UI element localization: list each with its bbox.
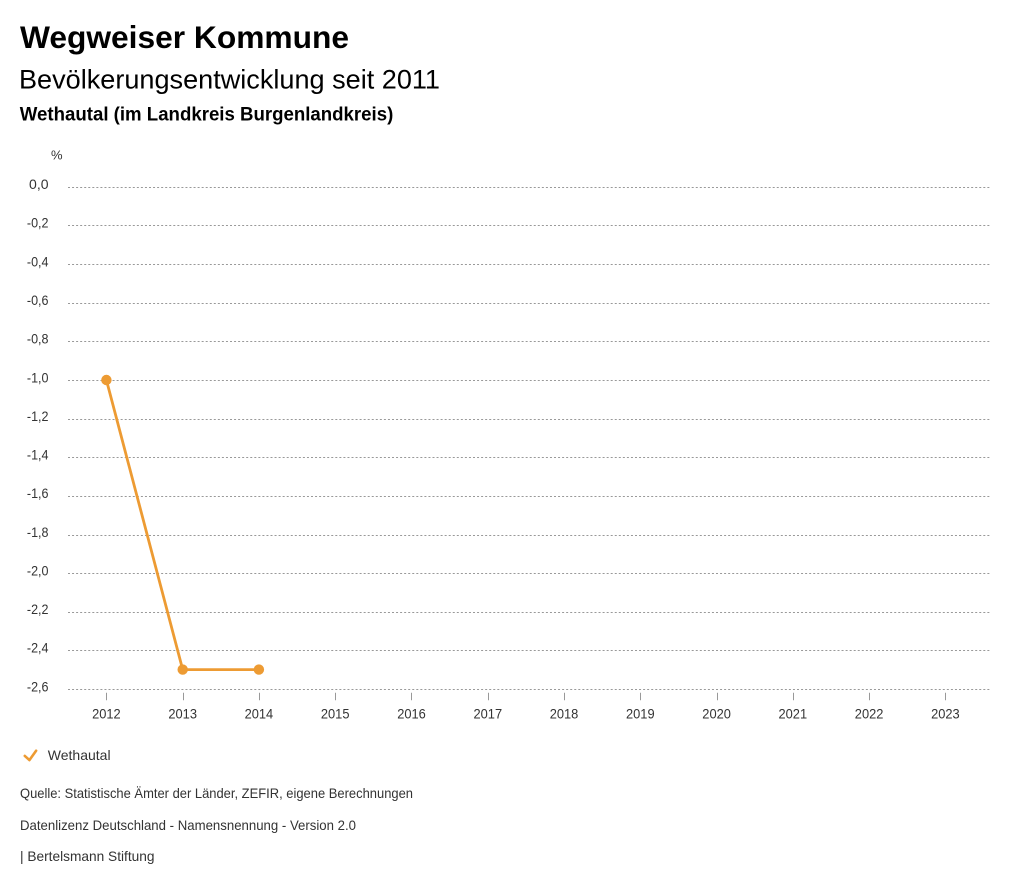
svg-text:2014: 2014 — [245, 706, 274, 722]
svg-text:%: % — [51, 147, 63, 162]
svg-text:-1,8: -1,8 — [27, 524, 49, 540]
svg-text:-2,2: -2,2 — [27, 601, 49, 617]
svg-text:-0,2: -0,2 — [27, 215, 49, 231]
svg-text:0,0: 0,0 — [29, 176, 49, 192]
svg-text:2016: 2016 — [397, 706, 426, 722]
svg-text:-0,8: -0,8 — [27, 331, 49, 347]
svg-text:2018: 2018 — [550, 706, 579, 722]
svg-text:-1,0: -1,0 — [27, 369, 49, 385]
svg-text:2022: 2022 — [855, 706, 884, 722]
svg-text:-1,2: -1,2 — [27, 408, 49, 424]
svg-text:2012: 2012 — [92, 706, 121, 722]
svg-text:2020: 2020 — [702, 706, 731, 722]
svg-text:2019: 2019 — [626, 706, 655, 722]
svg-text:-1,4: -1,4 — [27, 447, 49, 463]
svg-text:-2,6: -2,6 — [27, 678, 49, 694]
svg-text:-2,4: -2,4 — [27, 640, 49, 656]
svg-text:2015: 2015 — [321, 706, 350, 722]
svg-text:Wethautal: Wethautal — [48, 747, 111, 763]
svg-text:-0,6: -0,6 — [27, 292, 49, 308]
svg-text:2023: 2023 — [931, 706, 960, 722]
svg-text:Wegweiser Kommune: Wegweiser Kommune — [20, 19, 349, 55]
svg-text:Datenlizenz Deutschland - Name: Datenlizenz Deutschland - Namensnennung … — [20, 817, 356, 833]
svg-text:2013: 2013 — [168, 706, 197, 722]
svg-text:-0,4: -0,4 — [27, 253, 49, 269]
svg-text:2017: 2017 — [474, 706, 503, 722]
svg-text:Wethautal (im Landkreis Burgen: Wethautal (im Landkreis Burgenlandkreis) — [20, 105, 394, 126]
svg-text:Quelle: Statistische Ämter der: Quelle: Statistische Ämter der Länder, Z… — [20, 785, 413, 801]
svg-text:| Bertelsmann Stiftung: | Bertelsmann Stiftung — [20, 848, 155, 864]
svg-text:Bevölkerungsentwicklung seit 2: Bevölkerungsentwicklung seit 2011 — [19, 65, 440, 95]
svg-text:-2,0: -2,0 — [27, 562, 49, 578]
svg-text:-1,6: -1,6 — [27, 485, 49, 501]
svg-text:2021: 2021 — [779, 706, 808, 722]
